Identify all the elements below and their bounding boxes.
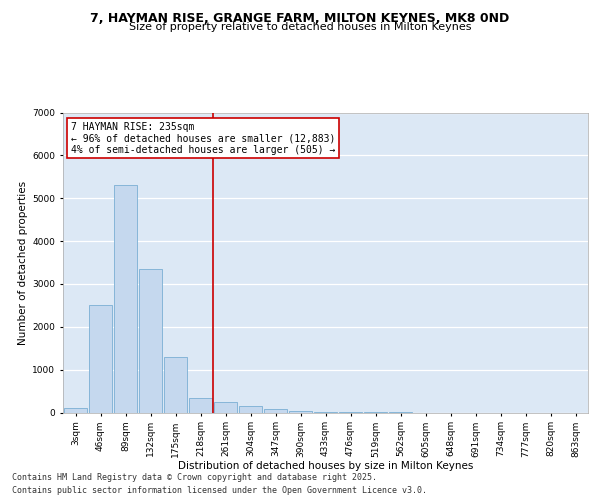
Bar [189,398,212,412]
Text: Contains public sector information licensed under the Open Government Licence v3: Contains public sector information licen… [12,486,427,495]
Bar [64,408,87,412]
Bar [239,406,262,412]
Text: Contains HM Land Registry data © Crown copyright and database right 2025.: Contains HM Land Registry data © Crown c… [12,474,377,482]
Bar [164,357,187,412]
Y-axis label: Number of detached properties: Number of detached properties [18,180,28,344]
Bar [89,306,112,412]
Bar [214,402,237,412]
Text: 7 HAYMAN RISE: 235sqm
← 96% of detached houses are smaller (12,883)
4% of semi-d: 7 HAYMAN RISE: 235sqm ← 96% of detached … [71,122,335,154]
Text: 7, HAYMAN RISE, GRANGE FARM, MILTON KEYNES, MK8 0ND: 7, HAYMAN RISE, GRANGE FARM, MILTON KEYN… [91,12,509,26]
Bar [114,186,137,412]
Text: Size of property relative to detached houses in Milton Keynes: Size of property relative to detached ho… [129,22,471,32]
Bar [264,409,287,412]
Bar [289,411,312,412]
Bar [139,269,162,412]
X-axis label: Distribution of detached houses by size in Milton Keynes: Distribution of detached houses by size … [178,460,473,470]
